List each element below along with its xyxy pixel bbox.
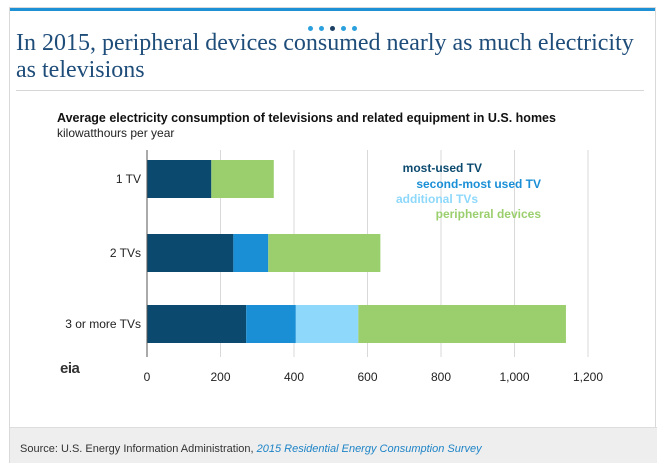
source-link[interactable]: 2015 Residential Energy Consumption Surv… xyxy=(256,443,482,455)
bar-segment[interactable] xyxy=(246,305,296,343)
x-tick-label: 600 xyxy=(357,370,377,384)
bar-segment[interactable] xyxy=(147,160,212,198)
legend-label: second-most used TV xyxy=(416,177,541,191)
x-tick-label: 200 xyxy=(210,370,230,384)
pagination-dot[interactable] xyxy=(341,26,346,31)
x-tick-label: 400 xyxy=(284,370,304,384)
bar-segment[interactable] xyxy=(233,234,269,272)
accent-bar xyxy=(10,8,655,11)
pagination-dot[interactable] xyxy=(352,26,357,31)
bar-segment[interactable] xyxy=(147,305,247,343)
x-tick-label: 800 xyxy=(431,370,451,384)
bar-segment[interactable] xyxy=(147,234,234,272)
chart-units: kilowatthours per year xyxy=(57,126,175,140)
eia-logo: eia xyxy=(60,360,80,377)
x-tick-label: 1,200 xyxy=(573,370,603,384)
footer xyxy=(10,427,657,463)
pagination-dot[interactable] xyxy=(308,26,313,31)
divider xyxy=(16,90,644,91)
pagination-dots xyxy=(10,26,655,31)
pagination-dot[interactable] xyxy=(319,26,324,31)
chart-title: Average electricity consumption of telev… xyxy=(57,111,556,125)
source-prefix: Source: U.S. Energy Information Administ… xyxy=(20,443,257,455)
bar-segment[interactable] xyxy=(211,160,274,198)
category-label: 3 or more TVs xyxy=(65,317,141,331)
category-label: 1 TV xyxy=(116,172,141,186)
legend-label: most-used TV xyxy=(403,161,482,175)
legend-label: additional TVs xyxy=(396,192,478,206)
category-label: 2 TVs xyxy=(110,246,141,260)
x-tick-label: 1,000 xyxy=(499,370,529,384)
bar-segment[interactable] xyxy=(268,234,381,272)
bar-segment[interactable] xyxy=(358,305,566,343)
pagination-dot[interactable] xyxy=(330,26,335,31)
source-note: Source: U.S. Energy Information Administ… xyxy=(20,443,482,455)
bar-segment[interactable] xyxy=(295,305,359,343)
legend-label: peripheral devices xyxy=(436,207,542,221)
x-tick-label: 0 xyxy=(144,370,151,384)
headline: In 2015, peripheral devices consumed nea… xyxy=(16,30,634,83)
